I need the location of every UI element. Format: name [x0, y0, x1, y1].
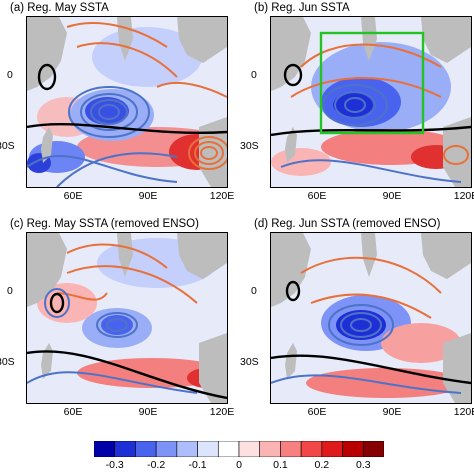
- southeast-asia-landmass: [421, 17, 471, 63]
- africa-landmass: [27, 233, 67, 307]
- india-landmass: [117, 233, 133, 277]
- lat-tick-0: 0: [251, 69, 257, 81]
- lon-tick-60e: 60E: [63, 190, 83, 202]
- madagascar-landmass: [41, 127, 53, 163]
- map-frame: [270, 232, 472, 404]
- lat-tick-30s: 30S: [0, 356, 15, 368]
- map-b: [271, 17, 471, 187]
- lon-tick-90e: 90E: [382, 190, 402, 202]
- colorbar-swatch: [114, 441, 136, 457]
- africa-landmass: [27, 17, 67, 91]
- map-frame: [26, 232, 228, 404]
- africa-landmass: [271, 17, 311, 91]
- lon-tick-90e: 90E: [138, 406, 158, 418]
- lat-tick-30s: 30S: [240, 140, 259, 152]
- lon-tick-60e: 60E: [307, 406, 327, 418]
- australia-landmass: [443, 333, 471, 403]
- panel-title: (a) Reg. May SSTA: [10, 2, 109, 14]
- lat-tick-0: 0: [251, 285, 257, 297]
- colorbar-tick-label: 0.2: [314, 459, 330, 471]
- lat-tick-0: 0: [7, 285, 13, 297]
- colorbar-tick-label: 0: [236, 459, 242, 471]
- colorbar-swatch: [197, 441, 219, 457]
- australia-landmass: [199, 333, 227, 403]
- colorbar: [94, 441, 384, 457]
- map-frame: [270, 16, 472, 188]
- lon-tick-120e: 120E: [209, 406, 235, 418]
- colorbar-swatch: [155, 441, 178, 457]
- lon-tick-120e: 120E: [453, 406, 474, 418]
- africa-landmass: [271, 233, 311, 307]
- colorbar-swatch: [259, 441, 281, 457]
- panel-d: (d) Reg. Jun SSTA (removed ENSO): [240, 218, 474, 430]
- lat-tick-30s: 30S: [0, 140, 15, 152]
- panel-a: (a) Reg. May SSTA: [0, 2, 234, 214]
- colorbar-swatch: [217, 441, 240, 457]
- southeast-asia-landmass: [421, 233, 471, 279]
- lon-tick-60e: 60E: [307, 190, 327, 202]
- panel-title: (d) Reg. Jun SSTA (removed ENSO): [254, 218, 441, 230]
- lon-tick-120e: 120E: [209, 190, 235, 202]
- colorbar-tick-label: -0.1: [188, 459, 207, 471]
- map-frame: [26, 16, 228, 188]
- study-region-box: [319, 31, 425, 135]
- colorbar-swatch: [280, 441, 302, 457]
- madagascar-landmass: [285, 127, 297, 163]
- colorbar-swatch: [135, 441, 157, 457]
- colorbar-swatch: [321, 441, 343, 457]
- lon-tick-90e: 90E: [138, 190, 158, 202]
- colorbar-swatch: [238, 441, 261, 457]
- panel-b: (b) Reg. Jun SSTA: [240, 2, 474, 214]
- colorbar-swatch: [94, 441, 116, 457]
- india-landmass: [361, 233, 377, 277]
- colorbar-tick-label: -0.3: [105, 459, 124, 471]
- colorbar-swatch: [342, 441, 364, 457]
- panel-title: (c) Reg. May SSTA (removed ENSO): [10, 218, 199, 230]
- colorbar-tick-label: 0.1: [273, 459, 288, 471]
- india-landmass: [361, 17, 377, 61]
- map-d: [271, 233, 471, 403]
- lon-tick-90e: 90E: [382, 406, 402, 418]
- panel-c: (c) Reg. May SSTA (removed ENSO): [0, 218, 234, 430]
- lat-tick-30s: 30S: [240, 356, 259, 368]
- lon-tick-120e: 120E: [453, 190, 474, 202]
- australia-landmass: [443, 117, 471, 187]
- colorbar-swatch: [362, 441, 384, 457]
- colorbar-swatch: [300, 441, 323, 457]
- colorbar-tick-label: 0.3: [355, 459, 371, 471]
- colorbar-tick-label: -0.2: [147, 459, 166, 471]
- map-c: [27, 233, 227, 403]
- lat-tick-0: 0: [7, 69, 13, 81]
- madagascar-landmass: [285, 343, 297, 379]
- southeast-asia-landmass: [177, 233, 227, 279]
- map-a: [27, 17, 227, 187]
- panel-title: (b) Reg. Jun SSTA: [254, 2, 350, 14]
- colorbar-swatch: [176, 441, 198, 457]
- southeast-asia-landmass: [177, 17, 227, 63]
- lon-tick-60e: 60E: [63, 406, 83, 418]
